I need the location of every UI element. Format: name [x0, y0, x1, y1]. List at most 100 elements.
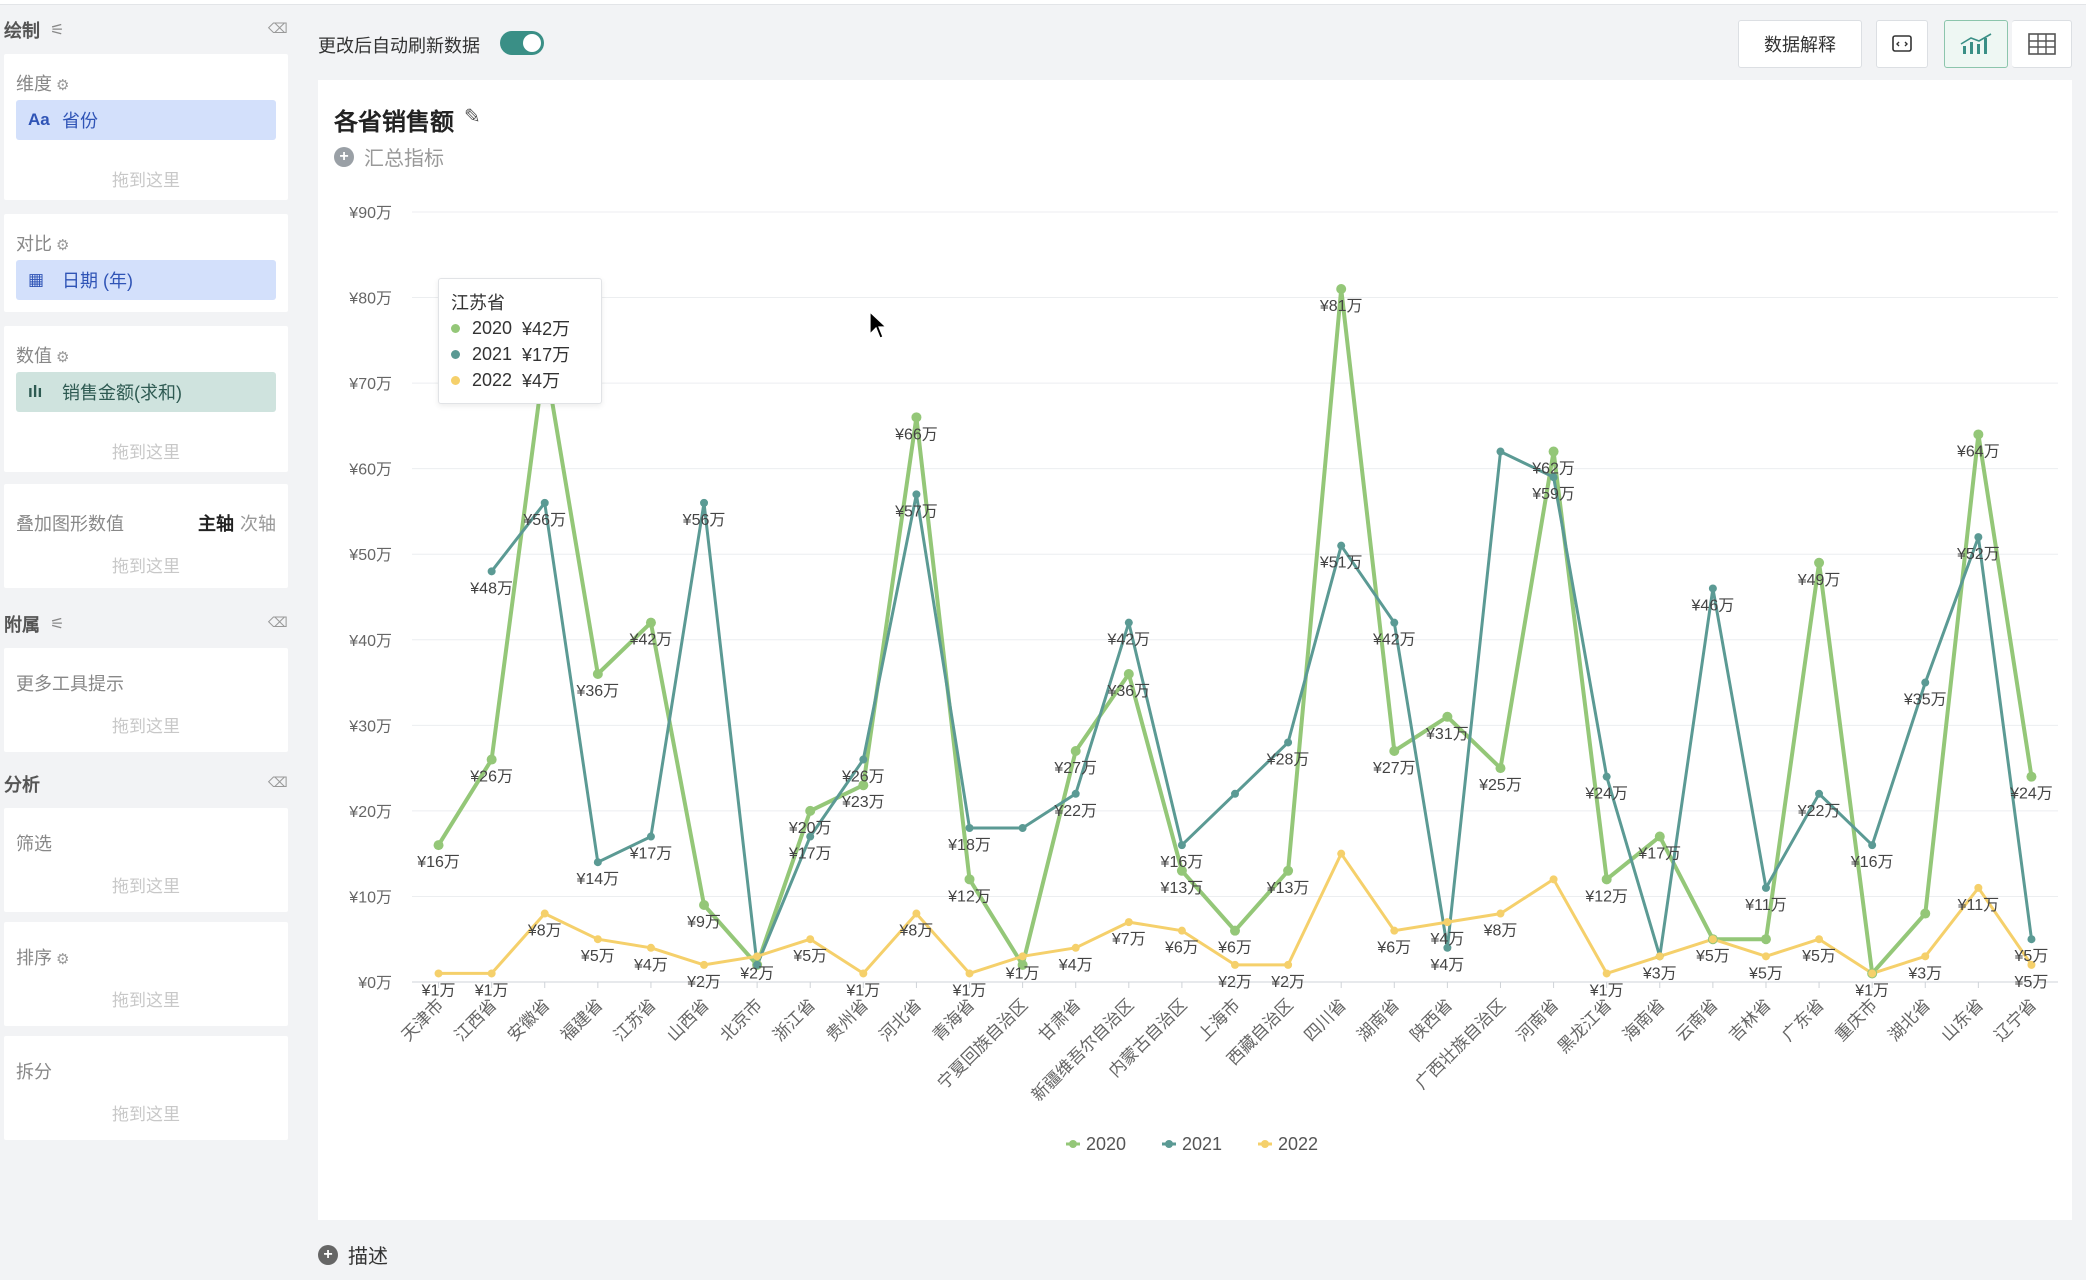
- data-point-2022: [1284, 960, 1293, 969]
- x-tick-label: 山西省: [663, 995, 713, 1045]
- eraser-icon[interactable]: ⌫: [268, 614, 288, 630]
- values-drop-zone[interactable]: 拖到这里: [112, 443, 180, 462]
- data-label-2022: ¥1万: [421, 982, 456, 999]
- sort-drop-zone[interactable]: 拖到这里: [112, 991, 180, 1010]
- data-label-2020: ¥17万: [1637, 846, 1681, 863]
- filter-label: 筛选: [16, 834, 52, 854]
- gear-icon[interactable]: ⚙: [56, 349, 70, 366]
- dimension-pill[interactable]: Aa 省份: [16, 100, 276, 140]
- legend-label-2021: 2021: [1182, 1134, 1222, 1154]
- data-label-2020: ¥13万: [1160, 880, 1204, 897]
- data-label-2022: ¥1万: [845, 982, 880, 999]
- data-label-2020: ¥24万: [2009, 786, 2053, 803]
- summary-metric-button[interactable]: + 汇总指标: [334, 142, 444, 171]
- data-point-2022: [1708, 935, 1717, 944]
- data-point-2021: [1868, 841, 1877, 850]
- data-label-2021: ¥26万: [841, 769, 885, 786]
- data-label-2022: ¥2万: [686, 974, 721, 991]
- data-point-2021: [753, 960, 762, 969]
- data-label-2021: ¥16万: [1850, 854, 1894, 871]
- data-label-2021: ¥17万: [788, 846, 832, 863]
- tooltip-more-drop-zone[interactable]: 拖到这里: [112, 717, 180, 736]
- x-tick-label: 重庆市: [1831, 995, 1881, 1045]
- sort-label: 排序 ⚙: [16, 948, 70, 968]
- data-point-2022: [859, 969, 868, 978]
- x-tick-label: 江苏省: [610, 995, 660, 1045]
- data-point-2021: [965, 824, 974, 832]
- data-label-2022: ¥5万: [1695, 948, 1730, 965]
- table-view-button[interactable]: [2012, 20, 2072, 68]
- y-tick-label: ¥90万: [348, 205, 392, 222]
- data-point-2021: [2027, 935, 2036, 944]
- eraser-icon[interactable]: ⌫: [268, 774, 288, 790]
- data-label-2021: ¥5万: [2014, 948, 2049, 965]
- gear-icon[interactable]: ⚙: [56, 951, 70, 968]
- x-tick-label: 安徽省: [504, 995, 554, 1045]
- data-label-2020: ¥81万: [1319, 298, 1363, 315]
- sort-card: 排序 ⚙ 拖到这里: [4, 922, 288, 1026]
- calendar-icon: ▦: [28, 270, 45, 289]
- data-point-2021: [1761, 883, 1770, 892]
- split-drop-zone[interactable]: 拖到这里: [112, 1105, 180, 1124]
- data-point-2020: [1760, 934, 1771, 945]
- x-tick-label: 海南省: [1619, 995, 1669, 1045]
- data-label-2022: ¥3万: [1907, 965, 1942, 982]
- gear-icon[interactable]: ⚙: [56, 237, 70, 254]
- data-label-2021: ¥14万: [575, 871, 619, 888]
- describe-button[interactable]: + 描述: [318, 1240, 388, 1269]
- overlay-drop-zone[interactable]: 拖到这里: [112, 557, 180, 576]
- data-point-2021: [1974, 533, 1983, 542]
- data-label-2021: ¥51万: [1319, 555, 1363, 572]
- section-draw-title: 绘制: [4, 21, 40, 41]
- data-label-2022: ¥4万: [633, 957, 668, 974]
- data-point-2022: [753, 952, 762, 961]
- data-label-2021: ¥35万: [1903, 692, 1947, 709]
- data-point-2020: [1336, 284, 1347, 294]
- table-icon: [2027, 33, 2056, 55]
- data-label-2020: ¥31万: [1425, 726, 1469, 743]
- values-pill[interactable]: ılı 销售金额(求和): [16, 372, 276, 412]
- data-label-2021: ¥24万: [1584, 786, 1628, 803]
- chart-view-icon: [1960, 33, 1992, 54]
- top-border: [0, 0, 2086, 5]
- values-label: 数值 ⚙: [16, 346, 70, 366]
- primary-axis-option[interactable]: 主轴: [198, 514, 234, 534]
- axis-switch: 主轴 次轴: [198, 510, 276, 536]
- compare-pill[interactable]: ▦ 日期 (年): [16, 260, 276, 300]
- data-point-2020: [1389, 746, 1400, 756]
- gear-icon[interactable]: ⚙: [56, 77, 70, 94]
- auto-refresh-toggle[interactable]: [500, 31, 544, 55]
- sliders-icon[interactable]: ⚟: [50, 616, 65, 633]
- data-point-2022: [1496, 909, 1505, 918]
- data-label-2020: ¥12万: [1584, 888, 1628, 905]
- data-point-2022: [1337, 849, 1346, 858]
- y-tick-label: ¥40万: [348, 633, 392, 650]
- data-point-2021: [1549, 473, 1558, 482]
- x-tick-label: 山东省: [1938, 995, 1988, 1045]
- data-label-2022: ¥8万: [899, 923, 934, 940]
- data-point-2022: [646, 943, 655, 952]
- data-label-2022: ¥1万: [1854, 982, 1889, 999]
- data-label-2022: ¥7万: [1111, 931, 1146, 948]
- data-label-2020: ¥64万: [1956, 443, 2000, 460]
- x-tick-label: 黑龙江省: [1554, 995, 1616, 1057]
- dimension-drop-zone[interactable]: 拖到这里: [112, 171, 180, 190]
- data-point-2022: [965, 969, 974, 978]
- data-label-2021: ¥4万: [1429, 957, 1464, 974]
- fullscreen-button[interactable]: [1876, 20, 1928, 68]
- secondary-axis-option[interactable]: 次轴: [240, 514, 276, 534]
- data-label-2021: ¥18万: [947, 837, 991, 854]
- tooltip-more-card: 更多工具提示 拖到这里: [4, 648, 288, 752]
- data-point-2022: [1549, 875, 1558, 884]
- data-label-2020: ¥25万: [1478, 777, 1522, 794]
- pencil-icon[interactable]: ✎: [464, 106, 481, 128]
- data-explain-button[interactable]: 数据解释: [1738, 20, 1862, 68]
- x-tick-label: 辽宁省: [1991, 995, 2041, 1045]
- data-label-2020: ¥12万: [947, 888, 991, 905]
- data-label-2021: ¥57万: [894, 503, 938, 520]
- sliders-icon[interactable]: ⚟: [50, 22, 65, 39]
- filter-drop-zone[interactable]: 拖到这里: [112, 877, 180, 896]
- eraser-icon[interactable]: ⌫: [268, 20, 288, 36]
- chart-view-button[interactable]: [1944, 20, 2008, 68]
- legend-label-2020: 2020: [1086, 1134, 1126, 1154]
